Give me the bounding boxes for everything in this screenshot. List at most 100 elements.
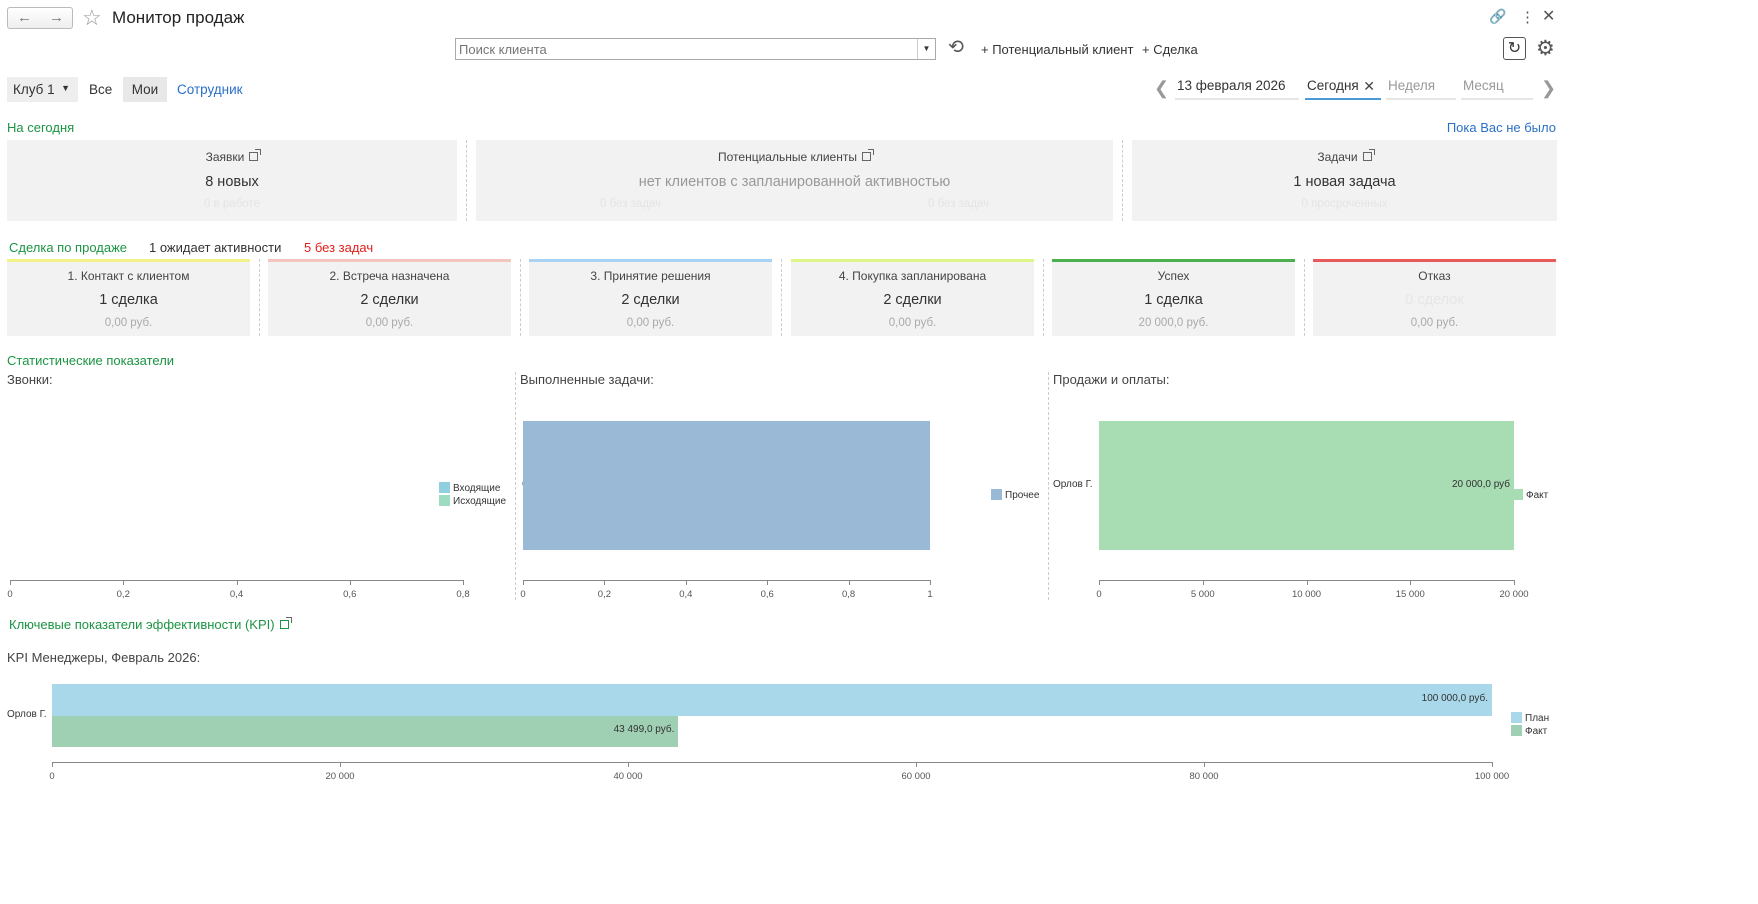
open-external-icon[interactable] <box>861 149 874 161</box>
prev-period-icon[interactable]: ❮ <box>1154 78 1170 98</box>
stage-name: Успех <box>1157 269 1190 283</box>
legend-label: Факт <box>1526 490 1549 501</box>
filter-employee[interactable]: Сотрудник <box>177 82 243 97</box>
period-date[interactable]: 13 февраля 2026 <box>1175 78 1299 100</box>
more-menu-icon[interactable]: ⋮ <box>1520 9 1535 26</box>
club-select[interactable]: Клуб 1 ▼ <box>7 77 78 102</box>
legend-label: Исходящие <box>453 496 507 507</box>
kpi-section-title[interactable]: Ключевые показатели эффективности (KPI) <box>9 617 292 632</box>
open-external-icon[interactable] <box>279 617 292 629</box>
chevron-down-icon: ▼ <box>61 83 70 93</box>
open-external-icon[interactable] <box>1362 149 1375 161</box>
bar <box>52 684 1492 716</box>
period-today-label: Сегодня <box>1307 78 1359 93</box>
x-axis-tick-mark <box>123 580 125 585</box>
divider <box>1048 372 1049 600</box>
bar <box>523 421 930 550</box>
deals-awaiting[interactable]: 1 ожидает активности <box>149 240 282 255</box>
next-period-icon[interactable]: ❯ <box>1541 78 1557 98</box>
stage-count: 1 сделка <box>1144 292 1203 308</box>
requests-card[interactable]: Заявки 8 новых 0 в работе <box>7 140 457 221</box>
leads-card[interactable]: Потенциальные клиенты нет клиентов с зап… <box>476 140 1113 221</box>
period-month[interactable]: Месяц <box>1461 78 1533 100</box>
deal-stage-card[interactable]: 2. Встреча назначена 2 сделки 0,00 руб. <box>268 259 511 336</box>
x-axis-tick-mark <box>1492 762 1493 767</box>
filter-mine[interactable]: Мои <box>123 77 167 102</box>
back-arrow-icon[interactable]: ← <box>17 9 32 26</box>
x-axis-tick-mark <box>1099 580 1100 585</box>
tasks-card-title: Задачи <box>1317 150 1358 164</box>
x-axis-tick-mark <box>930 580 931 585</box>
x-axis-tick-label: 40 000 <box>613 771 643 782</box>
deals-no-tasks[interactable]: 5 без задач <box>304 240 374 255</box>
x-axis-tick-mark <box>463 580 464 585</box>
x-axis-tick-mark <box>767 580 769 585</box>
x-axis-tick-label: 0,8 <box>841 589 856 600</box>
refresh-button[interactable]: ↻ <box>1503 37 1526 60</box>
add-lead-button[interactable]: + Потенциальный клиент <box>981 42 1134 57</box>
period-today[interactable]: Сегодня ✕ <box>1305 78 1381 100</box>
stage-count: 2 сделки <box>621 292 680 308</box>
deal-stage-card[interactable]: 1. Контакт с клиентом 1 сделка 0,00 руб. <box>7 259 250 336</box>
x-axis-tick-label: 10 000 <box>1291 589 1322 600</box>
stage-name: Отказ <box>1418 269 1451 283</box>
leads-card-value: нет клиентов с запланированной активност… <box>638 174 951 190</box>
legend-item: Прочее <box>991 489 1039 501</box>
stats-section-title: Статистические показатели <box>7 353 175 368</box>
tasks-card-sub: 0 просроченных <box>1301 198 1388 210</box>
refresh-icon: ↻ <box>1507 40 1522 57</box>
page-title: Монитор продаж <box>112 8 245 27</box>
stage-amount: 0,00 руб. <box>1410 317 1459 329</box>
clear-period-icon[interactable]: ✕ <box>1363 78 1375 94</box>
history-icon[interactable]: ⟲ <box>948 37 964 58</box>
add-deal-button[interactable]: + Сделка <box>1142 42 1198 57</box>
x-axis-tick-label: 1 <box>927 589 933 600</box>
leads-card-sub-left: 0 без задач <box>600 198 662 210</box>
legend-swatch <box>1511 712 1522 723</box>
divider <box>1122 140 1123 221</box>
x-axis-tick-label: 0,6 <box>760 589 774 600</box>
x-axis-tick-label: 0,4 <box>679 589 693 600</box>
legend-swatch <box>439 495 450 506</box>
legend-swatch <box>991 489 1002 500</box>
search-dropdown-button[interactable]: ▼ <box>917 39 935 59</box>
requests-card-value: 8 новых <box>205 174 259 190</box>
stage-name: 2. Встреча назначена <box>329 269 450 283</box>
bar <box>52 715 679 747</box>
x-axis-tick-label: 0 <box>1096 589 1102 600</box>
favorite-star-icon[interactable]: ☆ <box>82 5 102 30</box>
x-axis-tick-mark <box>628 762 629 767</box>
deal-stage-card[interactable]: 4. Покупка запланирована 2 сделки 0,00 руб… <box>791 259 1034 336</box>
x-axis-line <box>523 580 930 581</box>
legend-item: Исходящие <box>439 495 506 507</box>
stage-name: 1. Контакт с клиентом <box>67 269 190 283</box>
stage-amount: 0,00 руб. <box>365 317 414 329</box>
divider <box>515 372 516 600</box>
deal-stage-card[interactable]: 3. Принятие решения 2 сделки 0,00 руб. <box>529 259 772 336</box>
settings-gear-icon[interactable]: ⚙ <box>1536 37 1555 60</box>
x-axis-tick-mark <box>236 580 238 585</box>
x-axis-tick-mark <box>1410 580 1412 585</box>
open-external-icon[interactable] <box>249 149 262 161</box>
close-icon[interactable]: ✕ <box>1542 8 1556 25</box>
x-axis-tick-mark <box>848 580 850 585</box>
x-axis-tick-mark <box>604 580 606 585</box>
filter-all[interactable]: Все <box>89 82 113 97</box>
stage-color-bar <box>7 259 250 262</box>
since-away-link[interactable]: Пока Вас не было <box>1446 120 1556 135</box>
period-week[interactable]: Неделя <box>1386 78 1456 100</box>
legend-item: Факт <box>1512 489 1548 501</box>
deals-section-title[interactable]: Сделка по продаже <box>9 240 128 255</box>
divider <box>1043 259 1044 336</box>
category-label: Орлов Г. <box>7 708 47 720</box>
deal-stage-card[interactable]: Отказ 0 сделок 0,00 руб. <box>1313 259 1556 336</box>
stage-count: 1 сделка <box>99 292 158 308</box>
divider <box>520 259 521 336</box>
tasks-card[interactable]: Задачи 1 новая задача 0 просроченных <box>1132 140 1557 221</box>
stage-amount: 0,00 руб. <box>104 317 153 329</box>
deal-stage-card[interactable]: Успех 1 сделка 20 000,0 руб. <box>1052 259 1295 336</box>
search-input[interactable] <box>456 39 916 59</box>
forward-arrow-icon[interactable]: → <box>49 9 64 26</box>
x-axis-line <box>52 762 1492 763</box>
link-icon[interactable]: 🔗 <box>1489 8 1507 24</box>
